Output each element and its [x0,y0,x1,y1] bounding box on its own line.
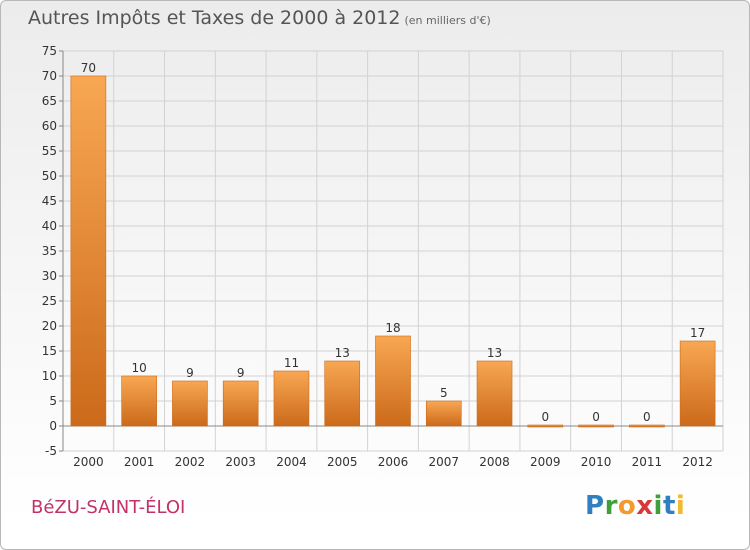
bar-2000 [70,75,107,427]
data-label-2000: 70 [81,61,96,75]
data-label-2002: 9 [186,366,194,380]
bar-2006 [375,335,411,427]
data-label-2003: 9 [237,366,245,380]
x-tick-label-2008: 2008 [479,455,510,469]
y-tick-label: 65 [42,94,57,108]
bar-2010 [578,424,614,428]
bar-2009 [527,424,564,428]
x-tick-label-2010: 2010 [581,455,612,469]
data-label-2008: 13 [487,346,502,360]
x-tick-label-2002: 2002 [175,455,206,469]
logo-letter: r [604,491,618,521]
y-tick-label: 10 [42,369,57,383]
x-tick-label-2005: 2005 [327,455,358,469]
y-tick-label: 50 [42,169,57,183]
logo-letter: x [636,491,654,521]
y-tick-label: 75 [42,44,57,58]
bar-2004 [273,370,310,427]
data-label-2004: 11 [284,356,299,370]
bar-2012 [679,340,716,427]
x-tick-label-2011: 2011 [632,455,663,469]
bar-2002 [172,380,208,427]
y-tick-label: 60 [42,119,57,133]
commune-name: BéZU-SAINT-ÉLOI [31,497,186,518]
bar-2003 [222,380,259,427]
x-tick-label-2007: 2007 [428,455,459,469]
data-label-2005: 13 [335,346,350,360]
bar-2005 [324,360,361,427]
y-tick-label: 40 [42,219,57,233]
data-label-2012: 17 [690,326,705,340]
chart-unit: (en milliers d'€) [404,14,491,27]
x-tick-label-2003: 2003 [225,455,256,469]
data-label-2001: 10 [132,361,147,375]
y-tick-label: 70 [42,69,57,83]
data-label-2007: 5 [440,386,448,400]
y-tick-label: 55 [42,144,57,158]
y-tick-label: 25 [42,294,57,308]
bars [70,75,716,428]
y-tick-label: 15 [42,344,57,358]
y-tick-label: 5 [49,394,57,408]
bar-2001 [121,375,157,427]
labels: 70 10 9 9 11 13 18 5 13 0 0 0 17 [81,61,706,424]
logo-letter: i [653,491,663,521]
logo-letter: i [675,491,686,521]
data-label-2009: 0 [541,410,549,424]
chart-title-text: Autres Impôts et Taxes de 2000 à 2012 [28,7,401,29]
x-tick-label-2001: 2001 [124,455,155,469]
y-tick-label: 30 [42,269,57,283]
data-label-2006: 18 [385,321,400,335]
bar-2011 [629,424,665,428]
data-label-2010: 0 [592,410,600,424]
y-tick-label: 0 [49,419,57,433]
logo-letter: t [662,491,676,521]
y-tick-label: -5 [45,444,57,458]
x-tick-label-2006: 2006 [378,455,409,469]
bar-2008 [476,360,513,427]
x-tick-label-2009: 2009 [530,455,561,469]
logo-letter: o [617,491,637,521]
y-tick-label: 35 [42,244,57,258]
data-label-2011: 0 [643,410,651,424]
bar-2007 [425,400,462,427]
proxiti-logo[interactable]: Proxiti [585,491,685,521]
chart-title: Autres Impôts et Taxes de 2000 à 2012 (en… [28,7,491,29]
x-tick-label-2000: 2000 [73,455,104,469]
logo-letter: P [585,491,605,521]
x-tick-label-2012: 2012 [682,455,713,469]
x-tick-label-2004: 2004 [276,455,307,469]
y-tick-label: 20 [42,319,57,333]
y-tick-label: 45 [42,194,57,208]
